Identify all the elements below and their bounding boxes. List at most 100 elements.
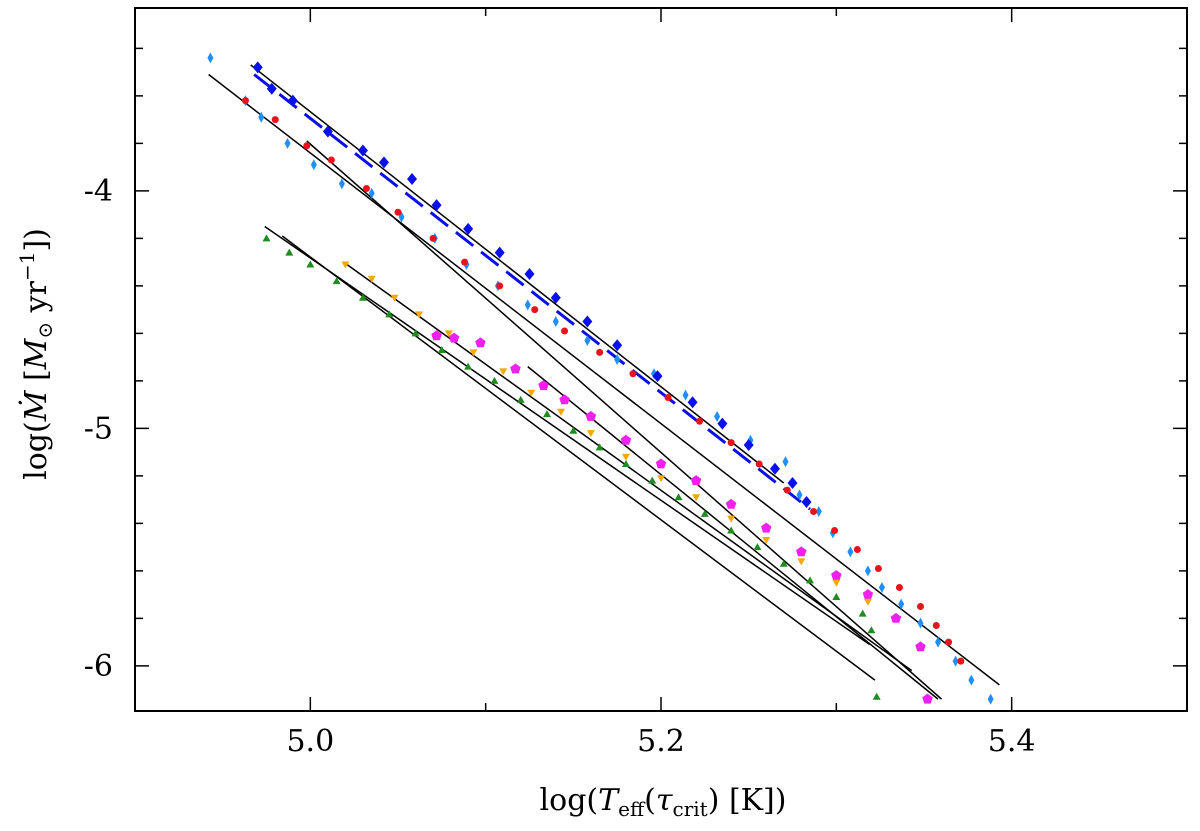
- data-point-diamond: [584, 335, 591, 346]
- data-point-triangle-up: [832, 593, 841, 600]
- data-point-triangle-up: [464, 362, 473, 370]
- data-point-diamond: [524, 299, 531, 311]
- data-point-circle: [461, 258, 469, 266]
- data-point-diamond: [864, 565, 871, 577]
- data-point-triangle-down: [657, 475, 665, 483]
- data-point-pentagon: [922, 693, 933, 704]
- fit-line: [264, 225, 871, 646]
- data-point-pentagon: [510, 363, 521, 374]
- data-point-triangle-down: [415, 311, 424, 319]
- data-point-triangle-up: [385, 310, 394, 318]
- data-point-circle: [596, 348, 604, 356]
- data-point-circle: [783, 486, 791, 494]
- data-point-diamond: [682, 389, 689, 401]
- data-point-diamond: [796, 489, 803, 501]
- data-point-circle: [629, 370, 637, 378]
- data-point-circle: [394, 208, 402, 216]
- data-point-circle: [241, 97, 249, 105]
- data-point-diamond-large: [266, 82, 277, 95]
- data-point-diamond: [284, 137, 291, 149]
- data-point-triangle-down: [499, 368, 508, 376]
- data-point-triangle-up: [727, 526, 736, 534]
- data-point-circle: [531, 306, 539, 314]
- data-point-diamond-large: [787, 477, 798, 489]
- data-point-diamond-large: [717, 417, 728, 430]
- data-point-pentagon: [831, 570, 842, 581]
- data-point-circle: [496, 282, 504, 290]
- data-point-diamond: [782, 456, 789, 468]
- data-point-triangle-down: [797, 558, 806, 566]
- data-point-triangle-down: [727, 515, 736, 523]
- data-point-triangle-down: [692, 494, 701, 502]
- data-point-triangle-up: [779, 559, 788, 567]
- data-point-triangle-down: [444, 330, 453, 338]
- data-point-circle: [696, 417, 704, 425]
- data-points: [207, 52, 994, 705]
- fit-line: [208, 73, 1000, 686]
- data-point-circle: [327, 156, 335, 164]
- data-point-triangle-up: [411, 329, 420, 337]
- data-point-diamond: [338, 178, 345, 190]
- data-point-circle: [755, 460, 763, 468]
- data-point-circle: [810, 508, 818, 515]
- data-point-diamond: [917, 617, 924, 629]
- data-point-pentagon: [655, 458, 667, 469]
- data-point-diamond: [714, 411, 721, 422]
- data-point-circle: [831, 527, 839, 534]
- data-point-triangle-up: [569, 426, 578, 434]
- data-point-diamond-large: [494, 246, 505, 259]
- data-point-pentagon: [890, 612, 902, 623]
- data-point-triangle-down: [341, 261, 350, 269]
- data-point-diamond: [987, 693, 994, 705]
- data-point-diamond-large: [524, 268, 535, 280]
- data-point-diamond-large: [431, 199, 442, 212]
- data-point-triangle-up: [516, 395, 525, 403]
- y-axis-title: log(Ṁ [M⊙ yr−1]): [15, 228, 57, 480]
- data-point-triangle-down: [527, 389, 536, 397]
- data-point-pentagon: [448, 332, 460, 343]
- data-point-diamond-large: [550, 291, 561, 304]
- data-point-diamond: [614, 354, 621, 365]
- data-point-diamond-large: [612, 339, 623, 352]
- data-point-diamond: [207, 52, 214, 64]
- data-point-triangle-down: [832, 579, 841, 587]
- data-point-triangle-up: [285, 248, 294, 256]
- data-point-triangle-down: [621, 453, 630, 461]
- data-point-diamond-large: [322, 125, 333, 138]
- data-point-triangle-down: [390, 294, 399, 302]
- dashed-fit-line: [253, 73, 811, 511]
- data-point-pentagon: [475, 337, 486, 348]
- data-point-diamond-large: [582, 315, 593, 328]
- data-point-diamond: [310, 159, 317, 171]
- data-point-triangle-up: [858, 609, 867, 617]
- y-tick-label: -4: [84, 174, 113, 209]
- data-point-circle: [957, 657, 965, 665]
- data-point-diamond: [368, 187, 375, 199]
- data-point-diamond: [815, 506, 822, 517]
- fit-lines: [208, 64, 1000, 700]
- data-point-triangle-up: [358, 293, 367, 301]
- data-point-diamond-large: [252, 61, 263, 74]
- data-point-triangle-up: [872, 692, 881, 700]
- data-point-diamond-large: [378, 156, 389, 169]
- data-point-triangle-up: [648, 476, 657, 484]
- data-point-triangle-up: [332, 277, 341, 285]
- data-point-circle: [945, 638, 953, 646]
- data-point-pentagon: [761, 522, 772, 533]
- x-tick-label: 5.0: [286, 724, 334, 759]
- data-point-pentagon: [796, 546, 807, 557]
- data-point-circle: [664, 394, 672, 401]
- data-point-diamond-large: [687, 396, 698, 409]
- data-point-triangle-up: [595, 443, 604, 451]
- data-point-circle: [429, 234, 437, 242]
- data-point-triangle-up: [543, 410, 552, 418]
- data-point-triangle-up: [753, 543, 762, 551]
- data-point-diamond-large: [287, 94, 298, 107]
- data-point-pentagon: [431, 330, 442, 341]
- data-point-triangle-up: [262, 234, 271, 242]
- data-point-triangle-up: [621, 460, 630, 467]
- data-point-diamond: [878, 582, 885, 593]
- data-point-diamond-large: [652, 370, 663, 383]
- data-point-triangle-down: [469, 349, 478, 357]
